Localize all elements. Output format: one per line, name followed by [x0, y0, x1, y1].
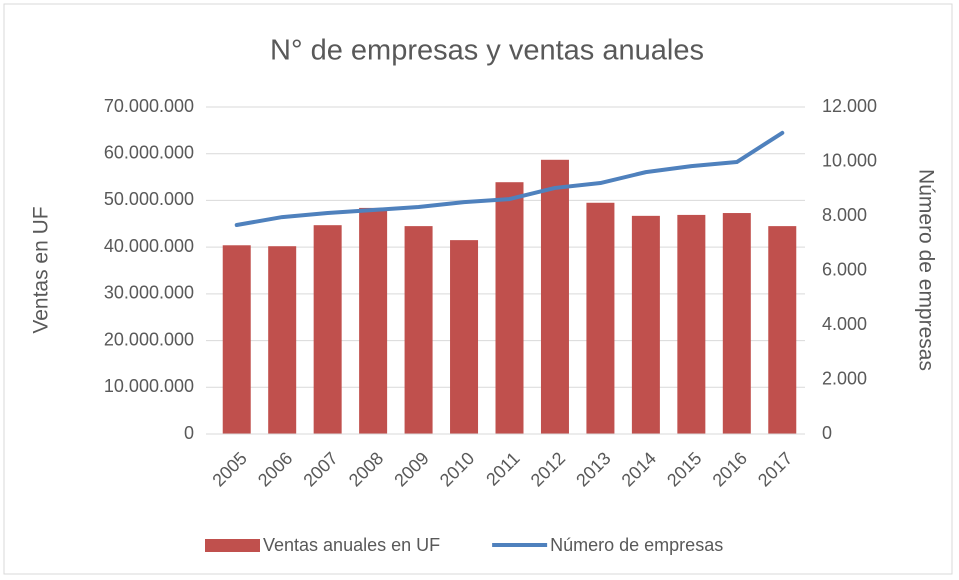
chart-title: N° de empresas y ventas anuales [270, 35, 704, 67]
y2-tick-label: 4.000 [822, 314, 867, 334]
bar [677, 214, 706, 434]
bar [313, 225, 342, 434]
bar [404, 226, 433, 434]
bar [359, 207, 388, 434]
y2-tick-label: 2.000 [822, 368, 867, 388]
y-tick-label: 40.000.000 [104, 236, 194, 256]
y2-tick-label: 12.000 [822, 96, 877, 116]
line [234, 130, 785, 227]
bar [540, 159, 569, 434]
legend-label: Número de empresas [550, 535, 723, 555]
bar [768, 226, 797, 434]
y2-tick-label: 6.000 [822, 259, 867, 279]
y2-tick-label: 0 [822, 423, 832, 443]
y-tick-label: 0 [184, 423, 194, 443]
y-tick-label: 20.000.000 [104, 329, 194, 349]
y2-tick-label: 8.000 [822, 205, 867, 225]
legend-label: Ventas anuales en UF [263, 535, 440, 555]
y-axis-label: Ventas en UF [30, 206, 53, 333]
y-tick-label: 10.000.000 [104, 376, 194, 396]
bar [722, 213, 751, 434]
bar [586, 202, 615, 434]
bar [450, 240, 479, 434]
bar [495, 182, 524, 434]
bar [631, 215, 660, 434]
y2-axis-label: Número de empresas [914, 169, 937, 371]
y2-tick-label: 10.000 [822, 150, 877, 170]
y-tick-label: 30.000.000 [104, 283, 194, 303]
y-tick-label: 50.000.000 [104, 189, 194, 209]
bar [268, 246, 297, 434]
bar [222, 245, 251, 434]
y-tick-label: 70.000.000 [104, 96, 194, 116]
legend-swatch [205, 539, 260, 552]
y-tick-label: 60.000.000 [104, 142, 194, 162]
